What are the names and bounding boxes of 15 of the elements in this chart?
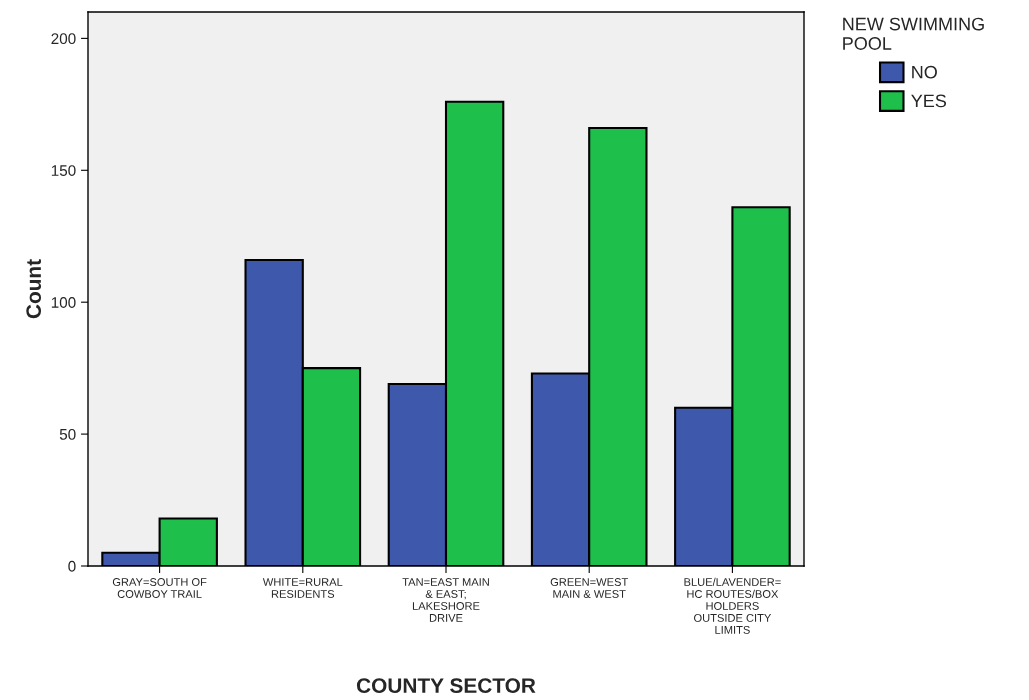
x-tick-label: GREEN=WEST MAIN & WEST xyxy=(550,578,628,598)
y-tick-label: 200 xyxy=(51,33,76,45)
x-tick-label: BLUE/LAVENDER= HC ROUTES/BOX HOLDERS OUTSIDE CITY LIMITS xyxy=(684,577,781,634)
x-tick-label: WHITE=RURAL RESIDENTS xyxy=(262,578,343,598)
x-axis-title: COUNTY SECTOR xyxy=(356,678,536,693)
legend-label: YES xyxy=(911,94,947,108)
y-tick-label: 0 xyxy=(68,560,76,572)
legend-label: NO xyxy=(912,65,937,79)
y-axis-title: Count xyxy=(26,259,42,319)
y-tick-label: 150 xyxy=(51,165,76,176)
x-tick-label: GRAY=SOUTH OF COWBOY TRAIL xyxy=(112,578,207,598)
y-tick-label: 50 xyxy=(59,428,76,440)
y-tick-label: 100 xyxy=(51,297,76,308)
x-tick-label: TAN=EAST MAIN & EAST; LAKESHORE DRIVE xyxy=(402,578,489,622)
legend-title: NEW SWIMMING POOL xyxy=(843,17,984,50)
